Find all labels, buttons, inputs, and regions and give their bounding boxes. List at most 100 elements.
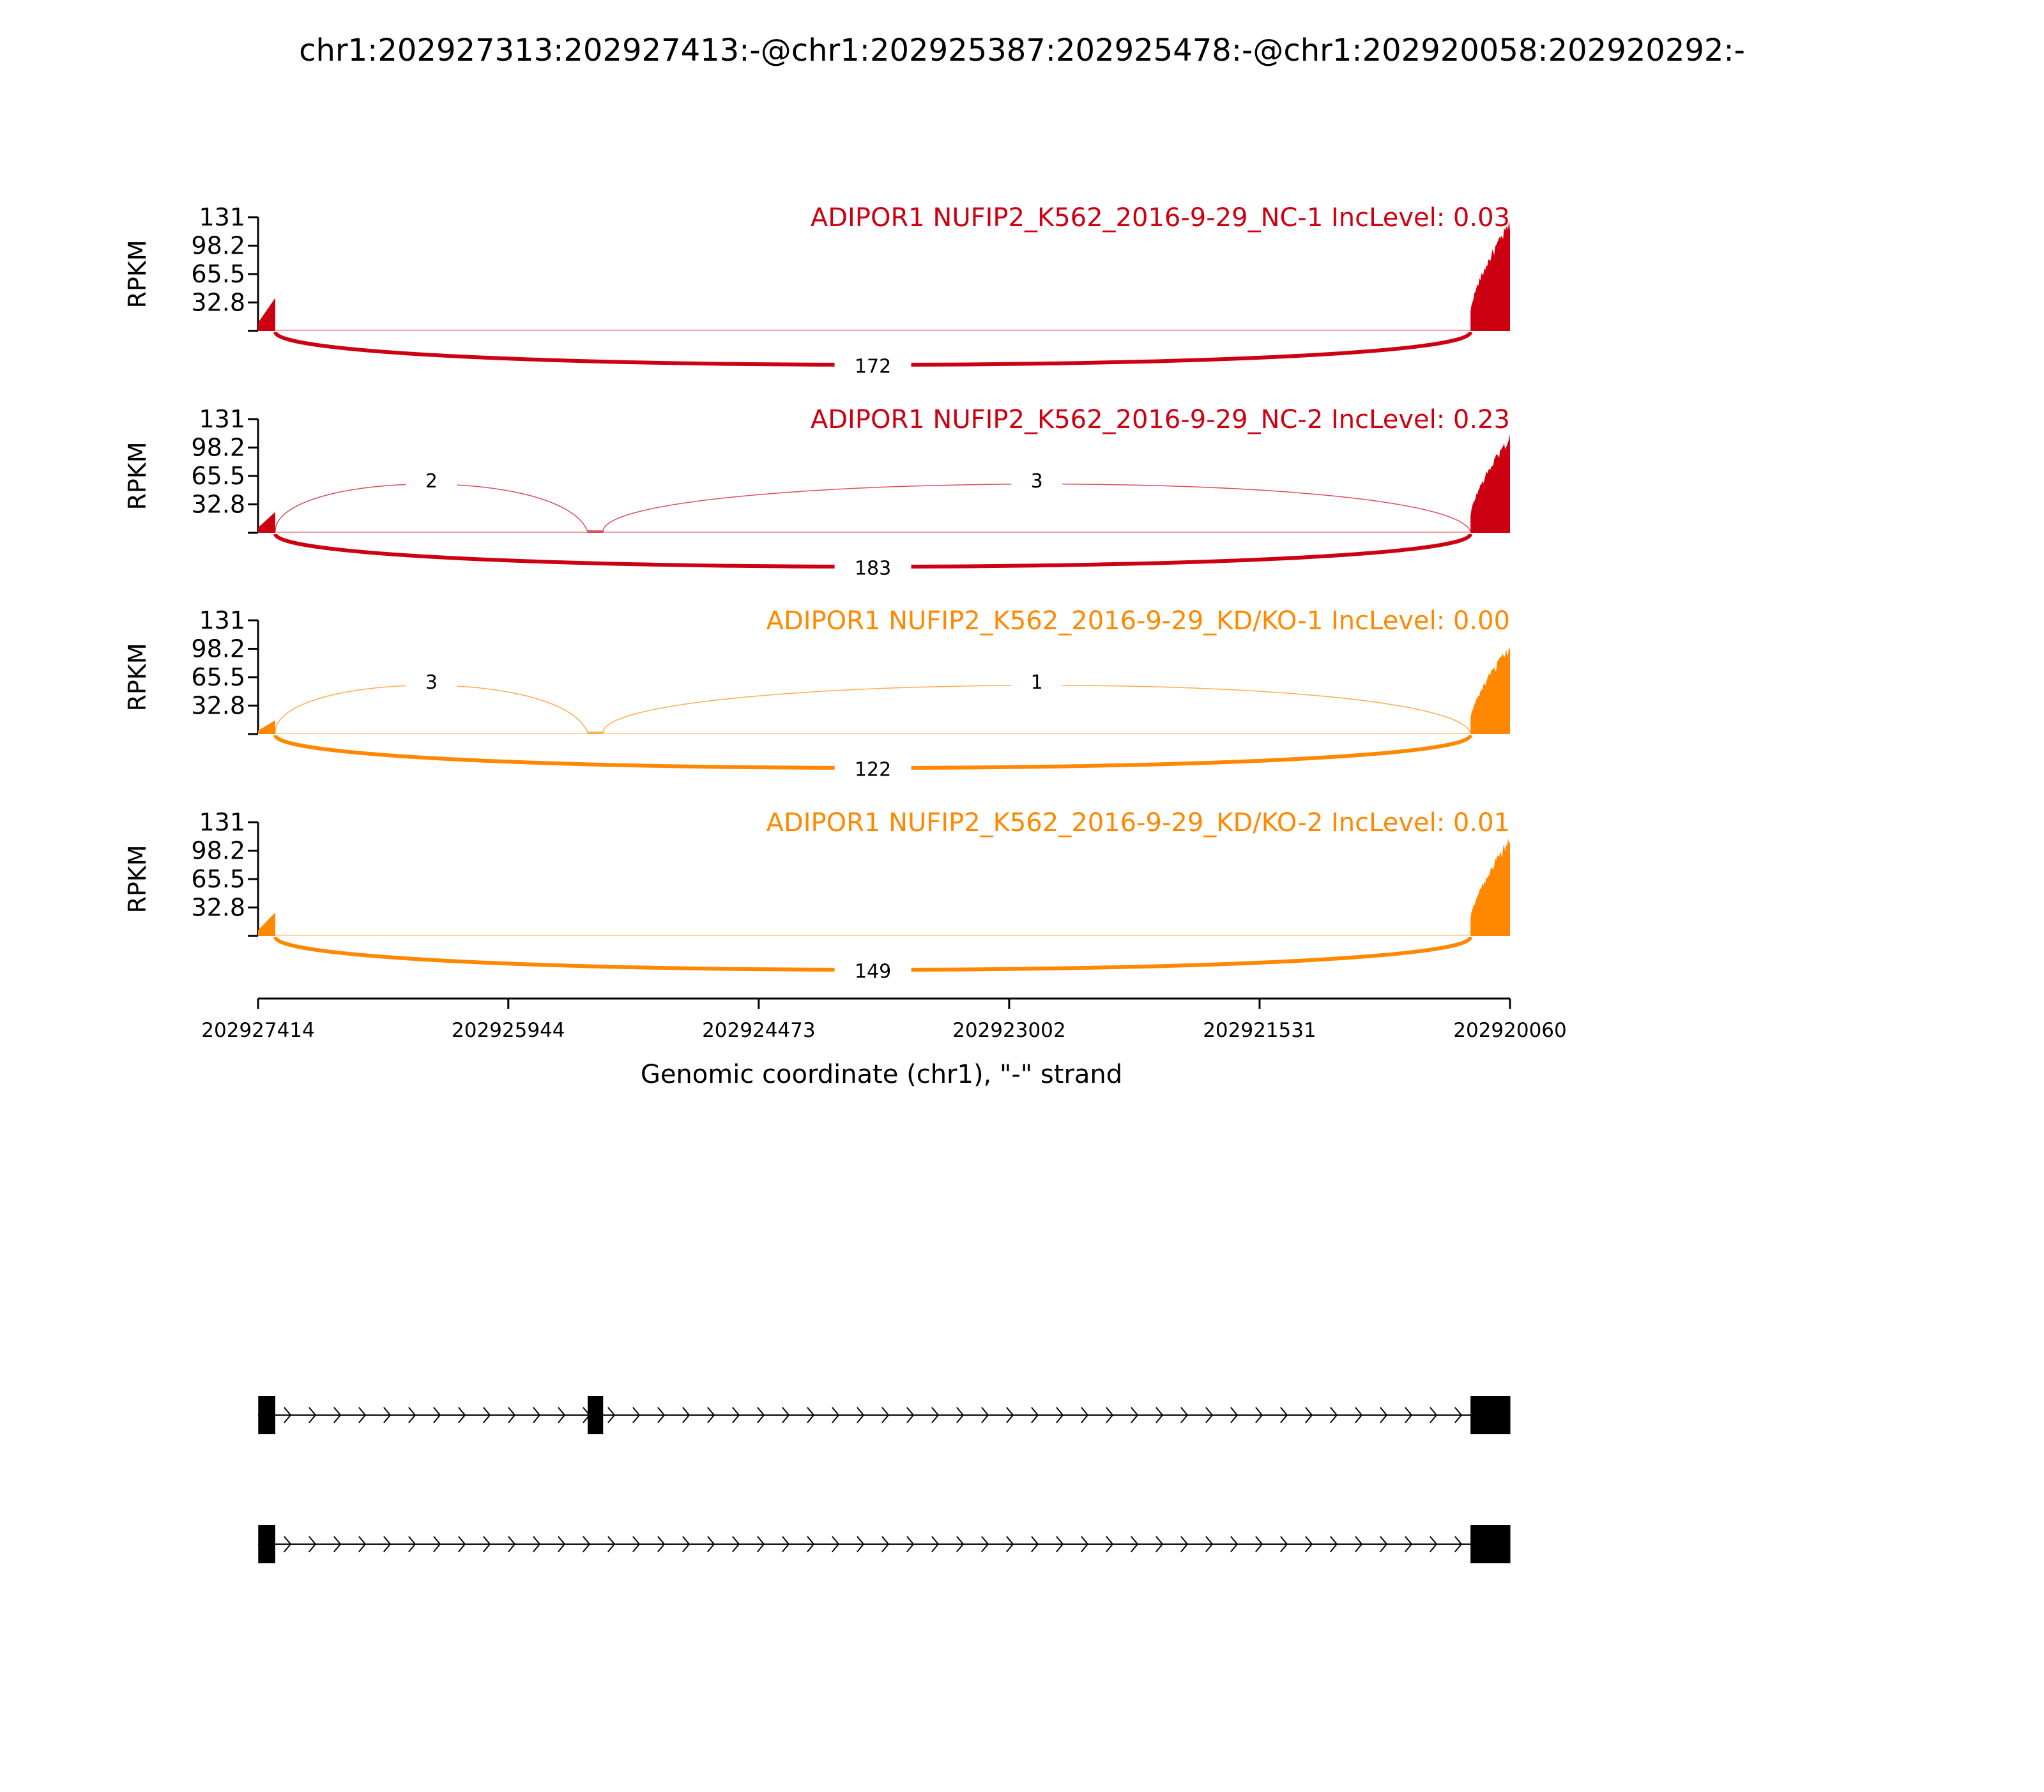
strand-chevron [881,1536,890,1552]
strand-chevron [682,1407,690,1423]
strand-chevron [707,1536,715,1552]
junction-label-bg [834,556,911,579]
strand-chevron [458,1536,466,1552]
y-tick-label: 98.2 [191,837,245,865]
y-tick-label: 131 [199,405,245,433]
y-axis-label: RPKM [123,845,151,913]
y-tick-label: 65.5 [191,865,245,893]
x-axis: 202927414 202925944 202924473 202923002 2029… [201,997,1567,1042]
strand-chevron [931,1536,940,1552]
strand-chevron [906,1536,915,1552]
strand-chevron [1430,1407,1438,1423]
strand-chevron [832,1407,840,1423]
junction-label-bg [834,757,911,781]
y-tick-label: 32.8 [191,288,245,316]
strand-chevron [1155,1407,1164,1423]
strand-chevron [333,1536,342,1552]
y-tick-label: 32.8 [191,490,245,518]
strand-chevron [1305,1536,1313,1552]
junction-count: 149 [855,961,891,983]
strand-chevron [657,1407,666,1423]
exon-block-upstream [258,1396,275,1434]
strand-chevron [1230,1407,1239,1423]
strand-chevron [1454,1536,1463,1552]
strand-chevron [1355,1407,1363,1423]
strand-chevron [483,1536,491,1552]
strand-chevron [956,1536,965,1552]
strand-chevron [1155,1536,1164,1552]
strand-chevron [358,1536,367,1552]
coverage-exon-upstream [258,512,275,533]
strand-chevron [956,1407,965,1423]
coverage-exon-upstream [258,912,275,936]
strand-chevron [1006,1536,1014,1552]
strand-chevron [1031,1536,1039,1552]
y-tick-label: 98.2 [191,635,245,663]
strand-chevron [558,1536,566,1552]
track-label: ADIPOR1 NUFIP2_K562_2016-9-29_KD/KO-1 In… [766,606,1510,636]
strand-chevron [408,1536,416,1552]
track-label: ADIPOR1 NUFIP2_K562_2016-9-29_KD/KO-2 In… [766,808,1510,838]
x-tick-label: 202921531 [1203,1019,1316,1042]
strand-chevron [1280,1407,1288,1423]
strand-chevron [607,1407,616,1423]
strand-chevron [1056,1536,1064,1552]
strand-chevron [782,1536,790,1552]
strand-chevron [284,1407,292,1423]
strand-chevron [632,1407,641,1423]
strand-chevron [1230,1536,1239,1552]
strand-chevron [309,1407,317,1423]
junction-label-bg [834,354,911,378]
strand-chevron [1454,1407,1463,1423]
junction-label-bg [406,469,457,492]
strand-chevron [1255,1536,1263,1552]
x-tick-label: 202925944 [452,1019,565,1042]
junction-label-bg [1011,469,1063,492]
strand-chevron [1180,1536,1189,1552]
junction-count: 122 [855,759,891,781]
strand-chevron [1006,1407,1014,1423]
strand-chevron [309,1536,317,1552]
coverage-exon-downstream [1470,646,1510,734]
y-tick-label: 65.5 [191,462,245,490]
strand-chevron [508,1407,516,1423]
strand-chevron [533,1536,541,1552]
coverage-exon-downstream [1470,220,1510,331]
x-tick-label: 202920060 [1453,1019,1567,1042]
strand-chevron [483,1407,491,1423]
junction-label-bg [834,959,911,983]
isoform-2 [258,1525,1511,1563]
strand-chevron [408,1407,416,1423]
strand-chevron [732,1536,740,1552]
chart-title: chr1:202927313:202927413:-@chr1:20292538… [299,33,1745,68]
strand-chevron [881,1407,890,1423]
strand-chevron [981,1407,989,1423]
junction-count: 3 [425,671,438,694]
strand-chevron [1380,1407,1388,1423]
y-tick-label: 98.2 [191,232,245,260]
exon-block-upstream [258,1525,275,1563]
strand-chevron [558,1407,566,1423]
coverage-exon-downstream [1470,434,1510,533]
y-axis-label: RPKM [123,643,151,711]
y-tick-label: 65.5 [191,260,245,288]
strand-chevron [657,1536,666,1552]
strand-chevron [358,1407,367,1423]
coverage-exon-target [587,731,604,734]
y-tick-label: 131 [199,203,245,231]
junction-label-bg [1011,670,1063,693]
exon-block-target [587,1396,604,1434]
strand-chevron [732,1407,740,1423]
exon-block-downstream [1470,1396,1511,1434]
strand-chevron [807,1536,815,1552]
junction-count: 3 [1031,470,1043,493]
strand-chevron [1106,1407,1114,1423]
track-label: ADIPOR1 NUFIP2_K562_2016-9-29_NC-1 IncLe… [811,203,1510,233]
strand-chevron [1180,1407,1189,1423]
